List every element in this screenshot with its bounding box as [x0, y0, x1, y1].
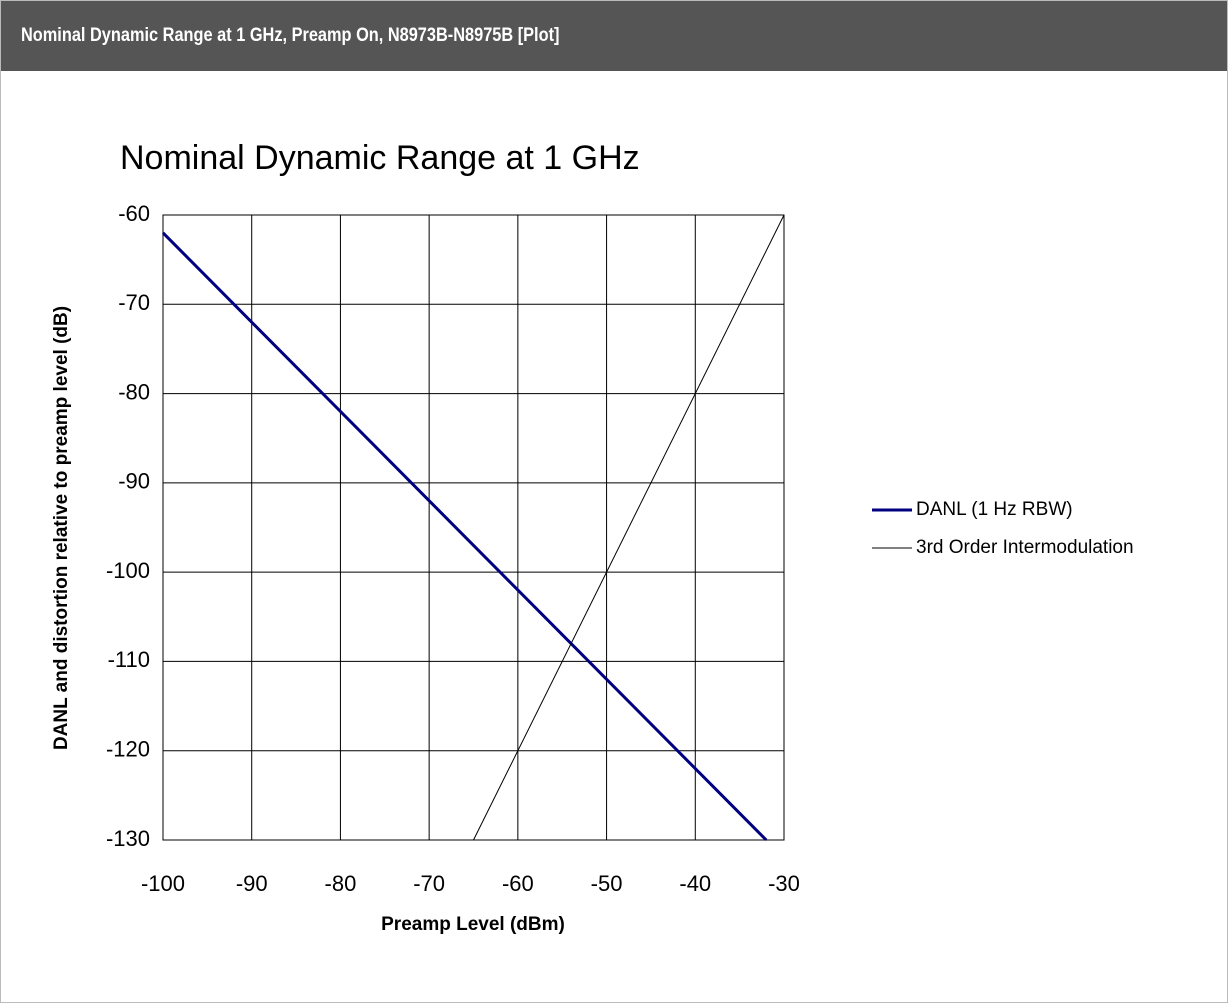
y-tick-label: -80	[118, 379, 150, 404]
y-tick-label: -60	[118, 201, 150, 226]
plot-border	[162, 214, 785, 841]
x-tick-label: -40	[679, 871, 711, 896]
x-tick-label: -70	[413, 871, 445, 896]
x-tick-label: -50	[591, 871, 623, 896]
y-tick-label: -70	[118, 290, 150, 315]
data-line	[161, 231, 768, 842]
y-tick-label: -100	[106, 558, 150, 583]
chart-title: Nominal Dynamic Range at 1 GHz	[120, 139, 640, 177]
y-tick-label: -110	[108, 647, 150, 672]
header-title: Nominal Dynamic Range at 1 GHz, Preamp O…	[21, 25, 560, 46]
x-tick-label: -100	[141, 871, 185, 896]
y-tick-label: -130	[106, 826, 150, 851]
legend-label: DANL (1 Hz RBW)	[916, 499, 1073, 520]
legend-label: 3rd Order Intermodulation	[916, 537, 1134, 558]
x-tick-label: -90	[236, 871, 268, 896]
x-tick-label: -30	[768, 871, 800, 896]
header-bar: Nominal Dynamic Range at 1 GHz, Preamp O…	[1, 1, 1227, 71]
y-tick-label: -90	[118, 469, 150, 494]
data-line	[473, 214, 785, 841]
x-axis-label: Preamp Level (dBm)	[381, 914, 565, 935]
x-tick-label: -60	[502, 871, 534, 896]
y-axis-label: DANL and distortion relative to preamp l…	[51, 306, 72, 750]
y-tick-label: -120	[106, 737, 150, 762]
x-tick-label: -80	[325, 871, 357, 896]
